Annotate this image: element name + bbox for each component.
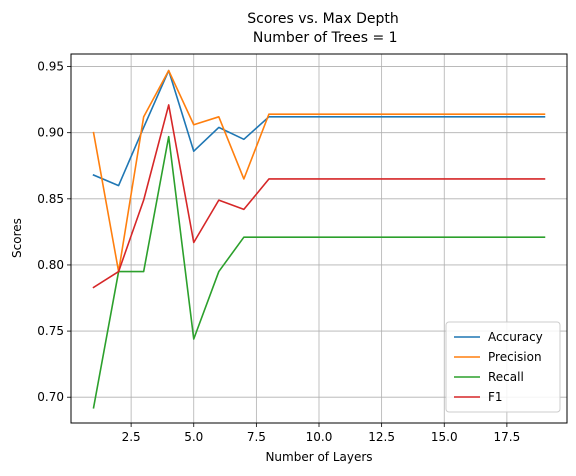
x-tick-label: 12.5 [368, 430, 395, 444]
y-tick-label: 0.75 [37, 324, 64, 338]
series-lines [92, 69, 546, 409]
y-axis-label: Scores [10, 218, 24, 258]
x-axis-label: Number of Layers [265, 450, 372, 464]
series-line-precision [92, 69, 546, 273]
x-tick-label: 5.0 [184, 430, 203, 444]
legend-label-f1: F1 [488, 390, 503, 404]
legend-label-accuracy: Accuracy [488, 330, 543, 344]
grid [71, 54, 567, 423]
legend: Accuracy Precision Recall F1 [445, 321, 561, 413]
y-tick-label: 0.70 [37, 390, 64, 404]
x-tick-label: 10.0 [306, 430, 333, 444]
chart-subtitle: Number of Trees = 1 [248, 30, 397, 46]
legend-label-precision: Precision [488, 350, 542, 364]
x-tick-label: 17.5 [494, 430, 521, 444]
series-line-f1 [92, 104, 546, 289]
x-axis-ticks: 2.5 5.0 7.5 10.0 12.5 15.0 17.5 [122, 423, 521, 444]
x-tick-label: 15.0 [431, 430, 458, 444]
y-tick-label: 0.85 [37, 192, 64, 206]
y-tick-label: 0.90 [37, 126, 64, 140]
chart-title: Scores vs. Max Depth [247, 11, 398, 27]
x-tick-label: 2.5 [122, 430, 141, 444]
y-tick-label: 0.95 [37, 60, 64, 74]
legend-label-recall: Recall [488, 370, 524, 384]
y-axis-ticks: 0.70 0.75 0.80 0.85 0.90 0.95 [37, 60, 71, 404]
series-line-recall [92, 135, 546, 409]
legend-box [445, 321, 561, 413]
y-tick-label: 0.80 [37, 258, 64, 272]
x-tick-label: 7.5 [247, 430, 266, 444]
